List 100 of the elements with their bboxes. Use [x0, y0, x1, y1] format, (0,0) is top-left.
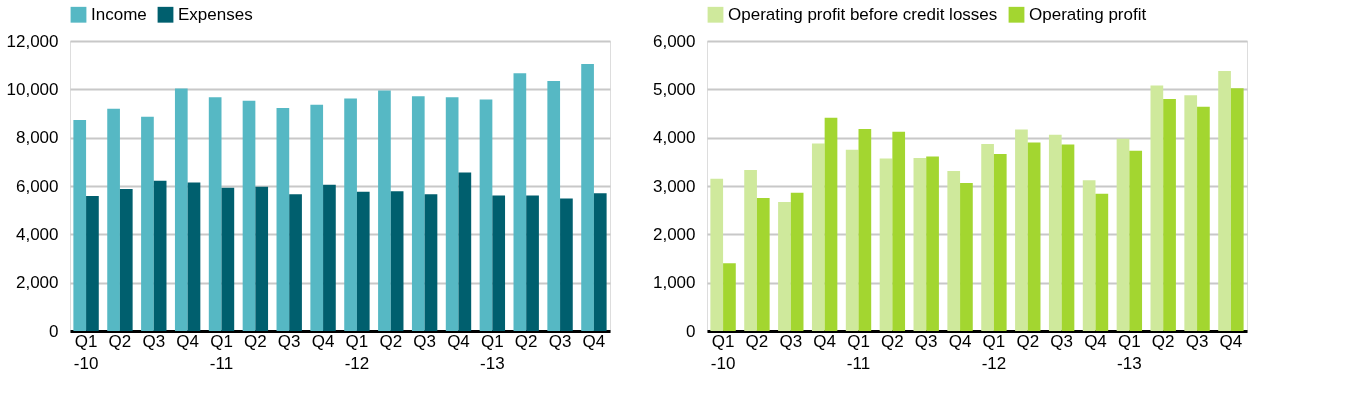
y-tick-label: 5,000 [652, 79, 696, 99]
bar [255, 186, 269, 331]
bar [323, 184, 336, 331]
x-tick-label: Q3 [779, 331, 803, 351]
x-tick-label: Q1 -13 [1117, 331, 1142, 373]
bar [310, 104, 324, 331]
bar [1150, 85, 1164, 331]
legend-label: Expenses [178, 4, 253, 24]
x-tick-label: Q4 [948, 331, 972, 351]
x-tick-label: Q3 [277, 331, 301, 351]
bar [1095, 193, 1109, 331]
bar [424, 194, 438, 331]
bar [86, 195, 99, 331]
bar [892, 131, 906, 331]
bar [710, 178, 724, 331]
bar [993, 154, 1007, 331]
y-tick-label: 6,000 [15, 176, 59, 196]
x-tick-label: Q3 [1050, 331, 1073, 351]
x-tick-label: Q3 [1185, 331, 1209, 351]
bar [1015, 129, 1028, 331]
bar [356, 191, 370, 331]
bar [141, 116, 154, 331]
bar [1218, 70, 1231, 331]
x-tick-label: Q2 [108, 331, 132, 351]
x-tick-label: Q2 [881, 331, 904, 351]
bar [174, 88, 188, 331]
bar [119, 188, 133, 331]
bar [378, 90, 391, 331]
y-tick-label: 4,000 [15, 224, 59, 244]
x-tick-label: Q4 [311, 331, 335, 351]
x-tick-label: Q1 -12 [344, 331, 370, 373]
bar [458, 172, 472, 331]
bar [947, 171, 961, 331]
bar [344, 98, 357, 331]
x-tick-label: Q4 [1219, 331, 1243, 351]
x-tick-label: Q4 [1084, 331, 1107, 351]
bar [824, 117, 838, 331]
bar [411, 96, 425, 331]
bar [560, 198, 573, 331]
bar [1184, 95, 1198, 331]
bar [208, 97, 222, 331]
bar [390, 191, 404, 331]
bar [858, 128, 872, 331]
bar [1230, 88, 1244, 331]
y-tick-label: 1,000 [652, 273, 696, 293]
x-tick-label: Q2 [244, 331, 267, 351]
x-tick-label: Q3 [914, 331, 938, 351]
bar [445, 97, 459, 331]
bar [492, 195, 506, 331]
x-tick-label: Q3 [142, 331, 166, 351]
y-tick-label: 8,000 [15, 128, 59, 148]
bar [153, 180, 167, 331]
bar [187, 182, 201, 331]
bar [913, 157, 927, 331]
bar [879, 158, 893, 331]
bar [221, 187, 235, 331]
bar [289, 194, 302, 331]
y-tick-label: 0 [686, 321, 696, 341]
y-tick-label: 2,000 [652, 224, 696, 244]
x-tick-label: Q2 [379, 331, 403, 351]
y-tick-label: 4,000 [652, 128, 696, 148]
bar [1048, 134, 1062, 331]
x-tick-label: Q1 -11 [209, 331, 234, 373]
legend-label: Operating profit [1029, 4, 1147, 24]
x-tick-label: Q2 [514, 331, 538, 351]
bar [981, 143, 994, 331]
x-tick-label: Q2 [1016, 331, 1040, 351]
x-tick-label: Q1 -13 [480, 331, 505, 373]
bar [723, 263, 736, 331]
x-tick-label: Q4 [176, 331, 199, 351]
bar [593, 193, 607, 331]
y-tick-label: 3,000 [652, 176, 696, 196]
y-tick-label: 6,000 [652, 31, 696, 51]
x-tick-label: Q4 [582, 331, 606, 351]
bar [547, 80, 561, 331]
bar [926, 156, 939, 331]
legend-label: Income [91, 4, 147, 24]
bar [744, 170, 757, 331]
bar [107, 108, 120, 331]
x-tick-label: Q1 -10 [710, 331, 736, 373]
x-tick-label: Q1 -10 [73, 331, 99, 373]
bar [242, 100, 256, 331]
bar [1197, 106, 1210, 331]
x-tick-label: Q1 -11 [846, 331, 871, 373]
x-tick-label: Q2 [745, 331, 769, 351]
bar [1027, 142, 1041, 331]
bar [778, 201, 791, 331]
bar [756, 198, 770, 331]
bar [513, 73, 527, 331]
bar [790, 192, 804, 331]
bar [1116, 138, 1130, 331]
bar [276, 107, 290, 331]
x-tick-label: Q4 [813, 331, 836, 351]
bar [845, 149, 859, 331]
x-tick-label: Q1 -12 [981, 331, 1007, 373]
bar [1061, 144, 1075, 331]
bar [1163, 99, 1176, 331]
x-tick-label: Q2 [1151, 331, 1175, 351]
x-tick-label: Q3 [413, 331, 436, 351]
y-tick-label: 0 [49, 321, 59, 341]
